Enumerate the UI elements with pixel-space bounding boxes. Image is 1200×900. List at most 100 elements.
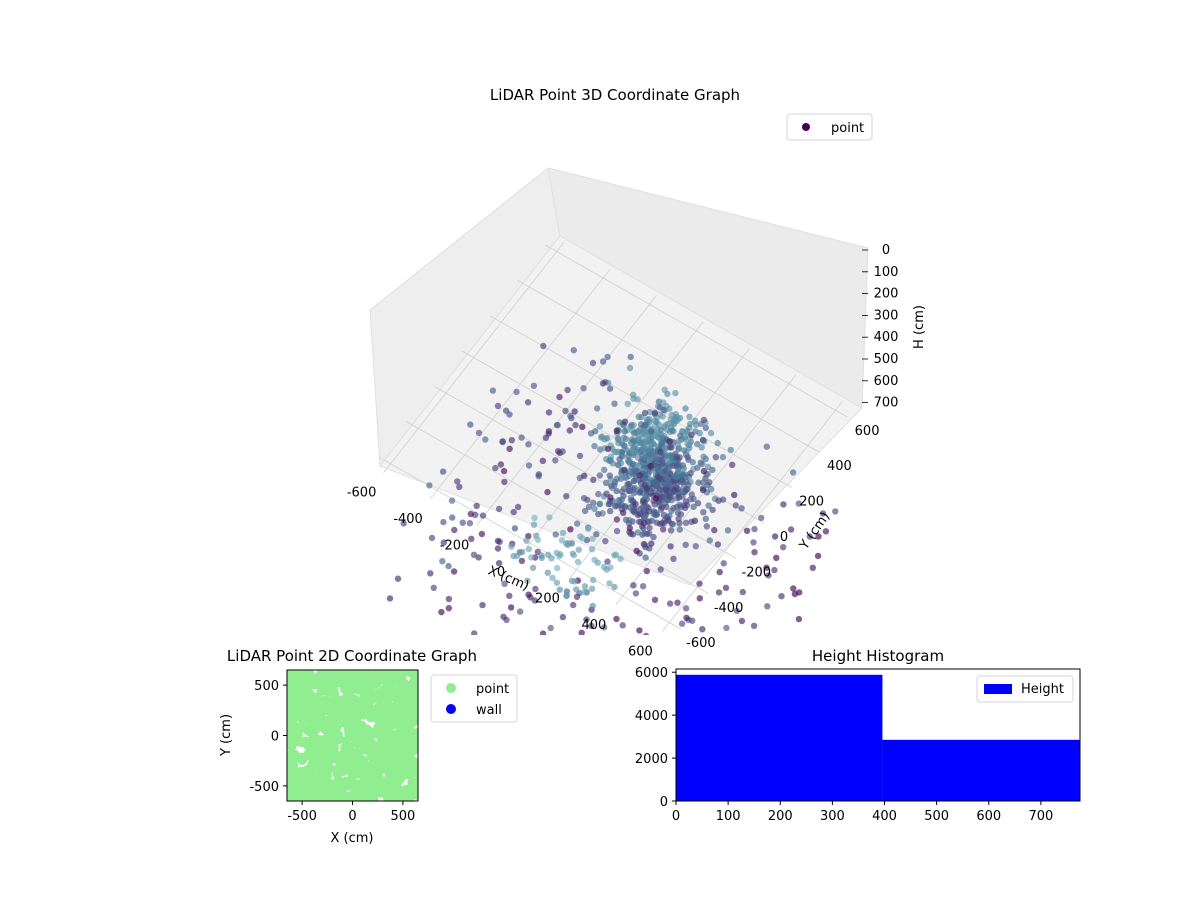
scatter-2d-point — [377, 672, 388, 682]
scatter-3d-point — [641, 530, 648, 537]
chart-2d: LiDAR Point 2D Coordinate Graph -500 0 500… — [219, 647, 518, 846]
scatter-3d-point — [729, 461, 736, 468]
z-tick-label-3d: 400 — [874, 330, 899, 345]
scatter-3d-point — [603, 566, 610, 573]
scatter-3d-point — [656, 404, 664, 411]
scatter-3d-point — [536, 652, 542, 658]
z-tick-label-3d: 0 — [882, 243, 890, 258]
scatter-2d-point — [355, 729, 365, 740]
scatter-2d-point — [330, 784, 341, 795]
y-ticks-histogram: 0 2000 4000 6000 — [635, 666, 676, 810]
scatter-2d-point — [334, 734, 345, 745]
scatter-3d-point — [659, 413, 666, 420]
scatter-3d-point — [470, 551, 478, 558]
z-tick-label-3d: 500 — [874, 352, 899, 367]
scatter-2d-point — [345, 676, 356, 687]
scatter-3d-point — [542, 434, 550, 441]
scatter-3d-point — [589, 359, 597, 367]
scatter-3d-point — [644, 416, 651, 423]
scatter-3d-point — [604, 445, 612, 453]
scatter-2d-point — [307, 712, 318, 723]
y-tick-label-3d: -200 — [742, 565, 772, 580]
scatter-3d-point — [758, 514, 765, 522]
scatter-3d-point — [655, 465, 663, 472]
scatter-3d-point — [605, 500, 612, 508]
y-ticks-3d: -600 -400 -200 0 200 400 600 — [686, 424, 879, 651]
scatter-3d-point — [617, 555, 624, 562]
scatter-3d-point — [539, 457, 546, 464]
scatter-3d-point — [695, 479, 702, 486]
z-tick-label-3d: 700 — [874, 396, 899, 411]
scatter-3d-point — [633, 547, 640, 555]
scatter-3d-point — [693, 652, 699, 658]
scatter-3d-point — [638, 413, 645, 421]
scatter-2d-point — [306, 788, 317, 799]
scatter-3d-point — [506, 592, 513, 599]
scatter-3d-point — [475, 429, 483, 437]
scatter-3d-point — [787, 526, 795, 533]
scatter-3d-point — [692, 543, 699, 550]
scatter-3d-point — [604, 558, 611, 565]
scatter-3d-point — [438, 608, 445, 616]
chart-3d-title: LiDAR Point 3D Coordinate Graph — [490, 86, 740, 104]
scatter-3d-point — [700, 479, 707, 486]
scatter-2d-point — [353, 787, 364, 798]
scatter-2d-point — [364, 688, 375, 698]
scatter-3d-point — [771, 566, 778, 574]
scatter-3d-point — [568, 577, 576, 584]
scatter-2d-point — [287, 780, 294, 791]
scatter-3d-point — [532, 585, 539, 593]
scatter-2d-point — [394, 768, 405, 778]
scatter-3d-point — [621, 485, 628, 492]
scatter-3d-point — [511, 525, 519, 532]
x-tick-label-3d: 200 — [535, 591, 560, 606]
scatter-3d-point — [627, 353, 634, 361]
scatter-3d-point — [672, 389, 679, 397]
scatter-3d-point — [705, 502, 712, 509]
scatter-3d-point — [589, 535, 596, 542]
scatter-3d-point — [670, 488, 677, 496]
scatter-2d-point — [327, 711, 338, 722]
y-ticks-2d: -500 0 500 — [249, 679, 287, 795]
scatter-3d-point — [684, 659, 690, 665]
scatter-3d-point — [626, 524, 633, 532]
scatter-2d-point — [311, 692, 322, 703]
scatter-3d-point — [573, 593, 581, 600]
scatter-3d-point — [687, 420, 694, 428]
scatter-3d-point — [513, 388, 520, 396]
scatter-2d-point — [308, 762, 319, 773]
x-tick-label-histogram: 700 — [1028, 809, 1053, 824]
scatter-3d-point — [652, 495, 660, 502]
scatter-3d-point — [606, 580, 613, 587]
scatter-3d-point — [656, 683, 662, 689]
y-tick-label-histogram: 4000 — [635, 709, 668, 724]
scatter-3d-point — [613, 427, 620, 434]
scatter-2d-point — [344, 670, 355, 679]
scatter-3d-point — [640, 444, 647, 451]
scatter-3d-point — [780, 501, 787, 508]
scatter-3d-point — [661, 446, 669, 453]
chart-3d: LiDAR Point 3D Coordinate Graph -600 -400… — [347, 86, 927, 689]
scatter-2d-point — [376, 688, 387, 698]
scatter-3d-point — [428, 534, 436, 542]
scatter-3d-point — [507, 604, 515, 611]
scatter-3d-point — [552, 457, 559, 464]
scatter-3d-point — [680, 465, 687, 472]
scatter-3d-point — [579, 423, 586, 430]
scatter-2d-point — [388, 775, 399, 786]
scatter-2d-point — [398, 736, 409, 747]
scatter-2d-point — [302, 674, 313, 685]
scatter-3d-point — [642, 434, 649, 441]
scatter-2d-point — [300, 737, 310, 748]
scatter-3d-point — [508, 437, 515, 444]
scatter-3d-point — [683, 501, 691, 509]
x-tick-label-histogram: 600 — [976, 809, 1001, 824]
scatter-3d-point — [822, 528, 830, 535]
scatter-3d-point — [488, 637, 494, 643]
scatter-3d-point — [636, 627, 643, 634]
scatter-2d-point — [321, 705, 332, 716]
scatter-3d-point — [628, 421, 635, 429]
scatter-3d-point — [564, 386, 571, 394]
scatter-3d-point — [607, 494, 614, 501]
